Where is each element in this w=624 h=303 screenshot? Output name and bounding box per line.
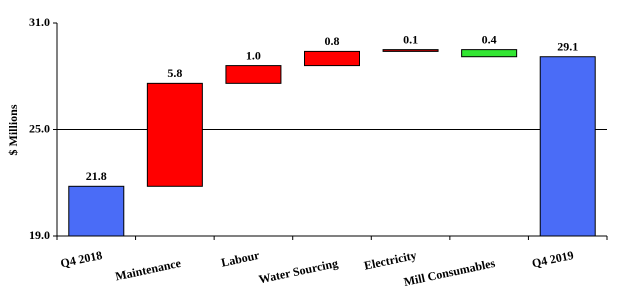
x-tick-label: Electricity — [363, 248, 418, 273]
value-label: 0.8 — [325, 34, 340, 48]
y-tick-label: 19.0 — [29, 228, 50, 242]
bar — [68, 185, 125, 237]
x-tick-label: Labour — [220, 248, 261, 270]
bar — [539, 56, 596, 237]
bar — [382, 49, 439, 52]
x-tick-label: Q4 2018 — [59, 248, 103, 270]
x-tick-label: Maintenance — [114, 256, 183, 284]
bar — [225, 65, 282, 84]
y-tick-label: 31.0 — [29, 15, 50, 29]
x-tick-label: Q4 2019 — [531, 248, 575, 270]
value-label: 21.8 — [86, 169, 107, 183]
bar — [146, 82, 203, 187]
value-label: 1.0 — [246, 48, 261, 62]
value-label: 5.8 — [167, 66, 182, 80]
value-label: 0.4 — [482, 32, 497, 46]
y-tick-label: 25.0 — [29, 121, 50, 135]
x-tick-label: Water Sourcing — [257, 256, 339, 286]
bar — [461, 49, 518, 58]
bar — [304, 50, 360, 67]
value-label: 29.1 — [557, 39, 578, 53]
value-label: 0.1 — [403, 32, 418, 46]
y-axis-label: $ Millions — [6, 104, 20, 155]
